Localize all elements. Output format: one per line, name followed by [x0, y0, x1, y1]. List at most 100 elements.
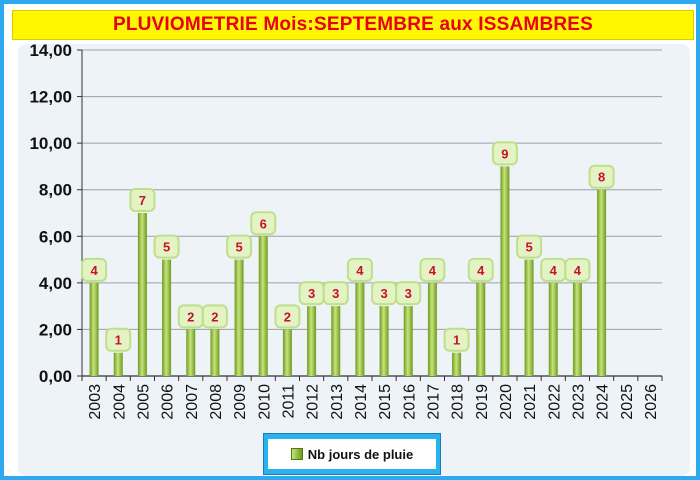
data-label: 5 [235, 240, 242, 255]
x-tick-label: 2018 [450, 384, 467, 420]
x-tick-label: 2025 [619, 384, 636, 420]
data-label-bg [201, 304, 228, 329]
bar [282, 329, 292, 376]
x-tick-label: 2020 [498, 384, 515, 420]
y-tick-label: 6,00 [39, 227, 72, 246]
data-label: 6 [260, 216, 267, 231]
x-tick-label: 2021 [522, 384, 539, 420]
bar [89, 282, 99, 376]
x-tick-label: 2011 [280, 384, 297, 419]
y-tick-label: 4,00 [39, 274, 72, 293]
data-label-bg [564, 257, 591, 282]
x-tick-label: 2007 [184, 384, 201, 420]
legend-label: Nb jours de pluie [307, 446, 414, 462]
data-label-bg [105, 327, 132, 352]
chart-title-bar: PLUVIOMETRIE Mois:SEPTEMBRE aux ISSAMBRE… [12, 10, 694, 40]
data-label: 3 [405, 286, 412, 301]
bar [548, 282, 558, 376]
data-label: 5 [163, 240, 170, 255]
data-label-bg [419, 257, 446, 282]
data-label-bg [395, 281, 422, 306]
x-tick-label: 2003 [87, 384, 104, 420]
bar [572, 282, 582, 376]
bar [524, 259, 534, 376]
data-label-bg [153, 234, 180, 259]
data-label: 4 [574, 263, 582, 278]
x-tick-label: 2010 [256, 384, 273, 420]
bar [427, 282, 437, 376]
bar [162, 259, 172, 376]
data-label: 4 [356, 263, 364, 278]
data-label-bg [274, 304, 301, 329]
x-tick-label: 2006 [160, 384, 177, 420]
y-tick-label: 2,00 [39, 320, 72, 339]
x-tick-label: 2004 [111, 384, 128, 420]
bar [500, 166, 510, 376]
x-tick-label: 2013 [329, 384, 346, 420]
legend: Nb jours de pluie [263, 433, 441, 475]
data-label: 4 [90, 263, 98, 278]
legend-inner: Nb jours de pluie [268, 439, 436, 469]
y-tick-label: 12,00 [29, 88, 72, 107]
y-tick-label: 0,00 [39, 367, 72, 386]
bar [113, 352, 123, 376]
bar [355, 282, 365, 376]
data-label-bg [588, 164, 615, 189]
data-label-bg [129, 188, 156, 212]
bar [452, 352, 462, 376]
data-label: 8 [598, 170, 605, 185]
data-label-bg [81, 257, 108, 282]
x-tick-label: 2023 [570, 384, 587, 420]
data-label: 3 [332, 286, 339, 301]
x-tick-label: 2022 [546, 384, 563, 420]
data-label: 4 [550, 263, 558, 278]
data-label: 4 [477, 263, 485, 278]
data-label: 3 [380, 286, 387, 301]
data-label-bg [516, 234, 543, 259]
bar [234, 259, 244, 376]
data-label: 2 [187, 309, 194, 324]
data-label: 2 [211, 309, 218, 324]
data-label-bg [443, 327, 470, 352]
data-label: 9 [501, 146, 508, 161]
data-label: 5 [525, 240, 532, 255]
x-tick-label: 2008 [208, 384, 225, 420]
x-tick-label: 2024 [595, 384, 612, 420]
data-label-bg [491, 141, 518, 166]
x-tick-label: 2017 [425, 384, 442, 420]
data-label-bg [467, 257, 494, 282]
x-tick-label: 2012 [305, 384, 322, 420]
y-tick-label: 8,00 [39, 181, 72, 200]
bar [307, 306, 317, 376]
bar [331, 306, 341, 376]
y-tick-label: 14,00 [29, 41, 72, 60]
bar [210, 329, 220, 376]
chart-title: PLUVIOMETRIE Mois:SEPTEMBRE aux ISSAMBRE… [112, 14, 594, 35]
bar [597, 189, 607, 376]
data-label: 7 [139, 193, 146, 208]
data-label-bg [250, 211, 277, 236]
y-tick-label: 10,00 [29, 134, 72, 153]
bar [186, 329, 196, 376]
x-tick-label: 2016 [401, 384, 418, 420]
bar [258, 236, 268, 376]
bar [379, 306, 389, 376]
legend-swatch-icon [290, 448, 303, 460]
x-tick-label: 2009 [232, 384, 249, 420]
bar [476, 282, 486, 376]
x-tick-label: 2026 [643, 384, 660, 420]
data-label-bg [226, 234, 253, 259]
x-tick-label: 2014 [353, 384, 370, 420]
data-label-bg [322, 281, 349, 306]
bar [137, 213, 147, 376]
data-label: 4 [429, 263, 437, 278]
data-label-bg [346, 257, 373, 282]
data-label: 3 [308, 286, 315, 301]
data-label: 1 [453, 333, 460, 348]
data-label: 2 [284, 309, 291, 324]
x-tick-label: 2015 [377, 384, 394, 420]
data-label: 1 [115, 333, 122, 348]
x-tick-label: 2019 [474, 384, 491, 420]
bar [403, 306, 413, 376]
